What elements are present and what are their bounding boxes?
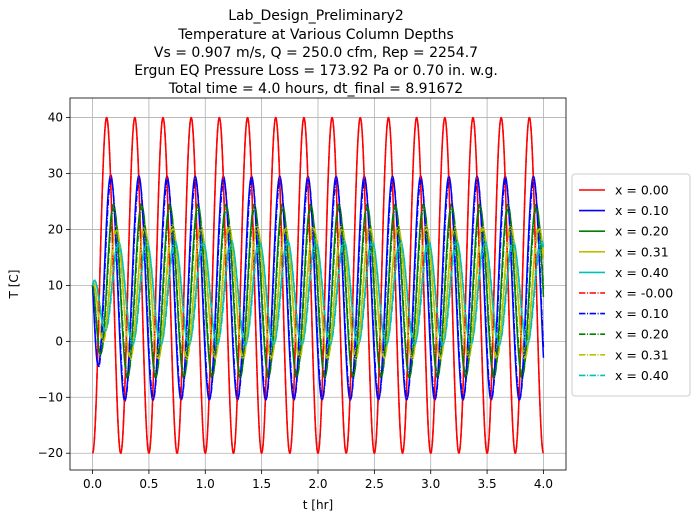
series-line-8 [91,206,545,377]
legend-label: x = 0.20 [615,224,669,239]
legend-box [571,173,691,397]
title-line-4: Ergun EQ Pressure Loss = 173.92 Pa or 0.… [134,63,498,79]
y-tick-label: −10 [38,390,63,404]
series-layer [91,116,545,454]
x-tick-label: 3.0 [421,477,440,491]
legend-label: x = 0.40 [615,265,669,280]
title-line-5: Total time = 4.0 hours, dt_final = 8.916… [168,81,463,97]
x-tick-label: 3.5 [478,477,497,491]
legend-label: x = -0.00 [615,286,673,301]
y-tick-label: 0 [55,334,63,348]
axis-ticks: 0.0 0.5 1.0 1.5 2.0 2.5 3.0 3.5 4.0 −20 −10 0 10 20 30… [38,111,553,491]
legend-label: x = 0.40 [615,368,669,383]
y-tick-label: 20 [48,222,63,236]
series-line-6 [91,116,545,454]
legend: x = 0.00 x = 0.10 x = 0.20 x = 0.31 x = 0.40… [571,173,691,397]
x-tick-label: 4.0 [534,477,553,491]
title-line-3: Vs = 0.907 m/s, Q = 250.0 cfm, Rep = 225… [154,45,478,61]
title-line-2: Temperature at Various Column Depths [177,27,454,43]
title-line-1: Lab_Design_Preliminary2 [228,8,404,24]
x-tick-label: 1.5 [252,477,271,491]
y-tick-label: 10 [48,278,63,292]
legend-label: x = 0.31 [615,347,669,362]
y-tick-label: 40 [48,111,63,125]
chart-title: Lab_Design_Preliminary2 Temperature at V… [134,8,498,97]
legend-label: x = 0.10 [615,203,669,218]
legend-label: x = 0.20 [615,327,669,342]
series-line-10 [91,242,545,345]
series-line-9 [91,228,545,359]
x-tick-label: 0.0 [83,477,102,491]
y-tick-label: 30 [48,167,63,181]
x-tick-label: 1.0 [196,477,215,491]
legend-label: x = 0.31 [615,244,669,259]
x-tick-label: 2.0 [308,477,327,491]
y-axis-label: T [C] [7,270,21,300]
x-axis-label: t [hr] [303,498,333,512]
legend-label: x = 0.10 [615,306,669,321]
x-tick-label: 2.5 [365,477,384,491]
x-tick-label: 0.5 [139,477,158,491]
legend-label: x = 0.00 [615,183,669,198]
y-tick-label: −20 [38,446,63,460]
